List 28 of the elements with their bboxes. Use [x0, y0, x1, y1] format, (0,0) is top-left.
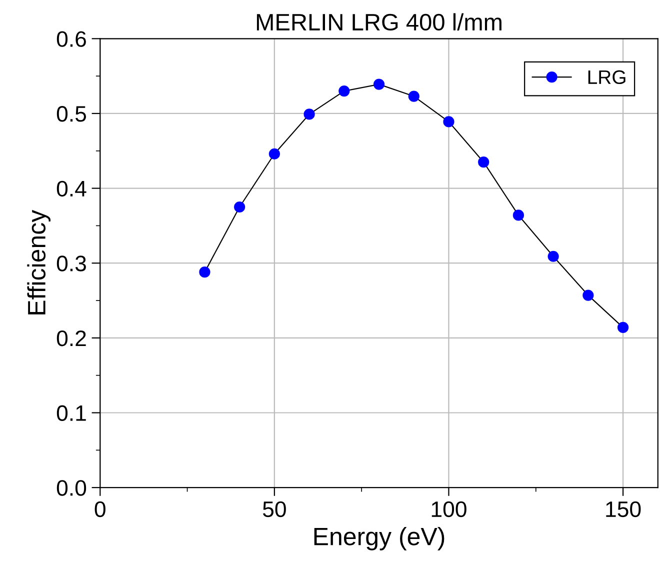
- point: [512, 210, 524, 221]
- point: [617, 322, 629, 334]
- point: [199, 266, 210, 278]
- y-tick-label: 0.5: [56, 106, 86, 122]
- point: [478, 156, 490, 168]
- point: [373, 78, 385, 90]
- point: [268, 148, 280, 160]
- x-tick-label: 150: [606, 501, 641, 518]
- point: [443, 116, 454, 128]
- point: [234, 201, 246, 213]
- chart-title: MERLIN LRG 400 l/mm: [256, 13, 502, 31]
- point: [548, 250, 559, 262]
- y-tick-label: 0.1: [56, 405, 86, 422]
- x-tick-label: 50: [262, 501, 286, 518]
- y-tick-label: 0.6: [56, 31, 86, 47]
- point: [304, 108, 315, 120]
- x-tick-label: 100: [432, 501, 466, 518]
- x-axis-title: Energy (eV): [314, 527, 444, 550]
- y-tick-label: 0.4: [56, 180, 86, 197]
- y-axis-title: Efficiency: [27, 210, 50, 314]
- point: [338, 85, 350, 97]
- x-tick-label: 0: [94, 501, 106, 518]
- y-tick-label: 0.2: [56, 330, 86, 346]
- point: [408, 90, 420, 102]
- legend-label: LRG: [588, 70, 626, 84]
- y-tick-label: 0.0: [56, 480, 86, 496]
- y-tick-label: 0.3: [56, 256, 86, 272]
- point: [582, 290, 594, 301]
